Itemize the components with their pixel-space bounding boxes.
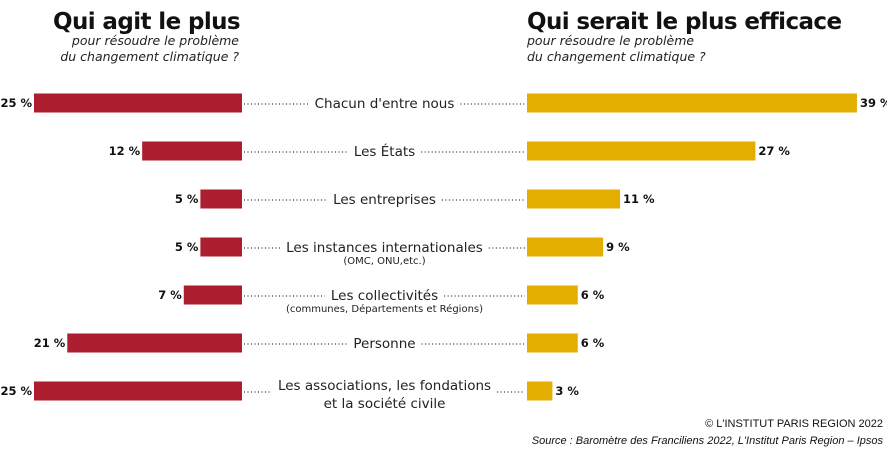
value-label-right-5: 6 % (581, 336, 605, 350)
value-label-left-1: 12 % (109, 144, 141, 158)
value-label-left-5: 21 % (34, 336, 66, 350)
category-label-line2-6: et la société civile (324, 396, 446, 412)
category-label-1: Les États (354, 143, 415, 160)
copyright-credit: © L'INSTITUT PARIS REGION 2022 (705, 418, 883, 430)
right-panel-subtitle-1: pour résoudre le problème (526, 33, 694, 48)
chart-rows: 25 % 39 % Chacun d'entre nous 12 % 27 % Les É… (0, 93, 887, 412)
value-label-right-4: 6 % (581, 288, 605, 302)
bar-right-2 (527, 189, 621, 209)
category-label-4: Les collectivités (331, 288, 438, 304)
value-label-left-0: 25 % (0, 96, 32, 110)
category-label-3: Les instances internationales (286, 240, 483, 256)
value-label-right-3: 9 % (606, 240, 630, 254)
right-panel-subtitle-2: du changement climatique ? (527, 49, 706, 64)
bar-right-6 (527, 381, 553, 401)
source-note: Source : Baromètre des Franciliens 2022,… (532, 435, 884, 447)
left-panel-subtitle-2: du changement climatique ? (60, 49, 239, 64)
value-label-left-4: 7 % (158, 288, 182, 302)
value-label-right-2: 11 % (623, 192, 655, 206)
category-label-5: Personne (353, 336, 415, 352)
value-label-left-3: 5 % (175, 240, 199, 254)
bar-right-5 (527, 333, 578, 353)
bar-right-3 (527, 237, 604, 257)
bar-left-0 (34, 93, 242, 113)
category-label-0: Chacun d'entre nous (315, 96, 455, 112)
bar-left-2 (200, 189, 242, 209)
value-label-right-6: 3 % (555, 384, 579, 398)
category-label-2: Les entreprises (333, 192, 436, 208)
category-sublabel-3: (OMC, ONU,etc.) (343, 256, 425, 267)
value-label-right-1: 27 % (758, 144, 790, 158)
right-panel-title: Qui serait le plus efficace (527, 9, 841, 35)
bar-left-4 (183, 285, 242, 305)
bar-left-1 (142, 141, 242, 161)
bar-right-1 (527, 141, 756, 161)
value-label-left-2: 5 % (175, 192, 199, 206)
value-label-left-6: 25 % (0, 384, 32, 398)
bar-right-0 (527, 93, 857, 113)
value-label-right-0: 39 % (860, 96, 887, 110)
category-sublabel-4: (communes, Départements et Régions) (286, 303, 483, 315)
bar-right-4 (527, 285, 578, 305)
left-panel-subtitle-1: pour résoudre le problème (71, 33, 239, 48)
bar-left-6 (34, 381, 242, 401)
bar-left-5 (67, 333, 242, 353)
bar-left-3 (200, 237, 242, 257)
category-label-6: Les associations, les fondations (278, 378, 491, 394)
left-panel-title: Qui agit le plus (53, 9, 240, 35)
